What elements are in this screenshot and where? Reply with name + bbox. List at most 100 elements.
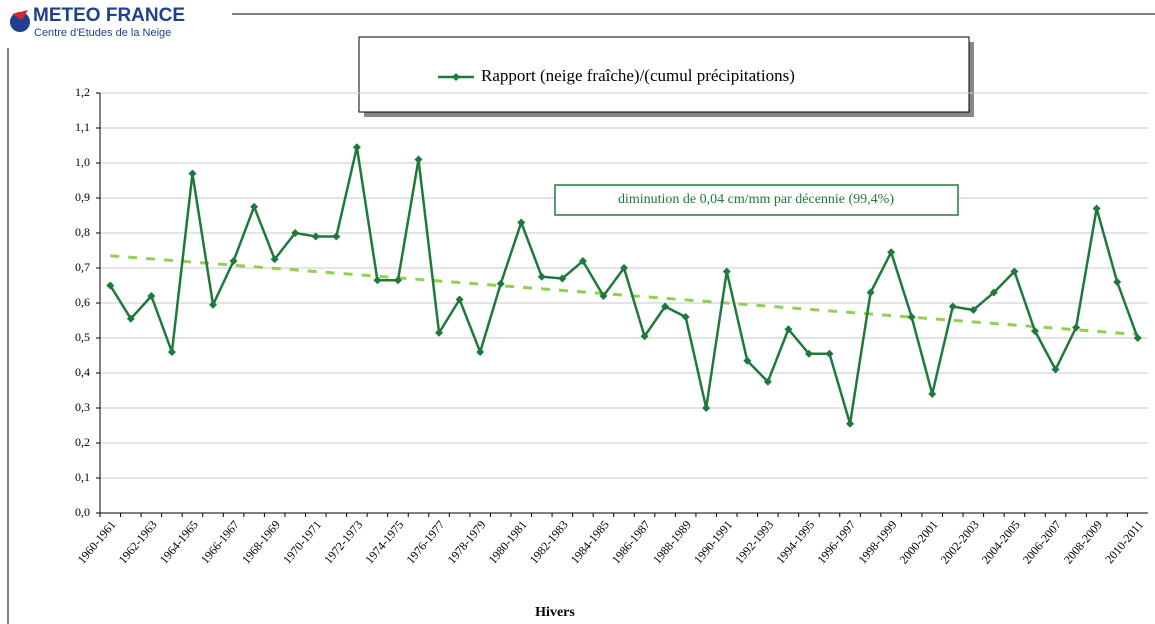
x-tick-label: 1994-1995 (773, 518, 817, 567)
marker (1092, 204, 1101, 213)
marker (1010, 267, 1019, 276)
x-tick-label: 2010-2011 (1102, 518, 1146, 566)
marker (496, 279, 505, 288)
marker (352, 143, 361, 152)
y-tick-label: 1,1 (75, 120, 90, 134)
x-tick-label: 1968-1969 (239, 518, 283, 567)
y-tick-label: 0,9 (75, 190, 90, 204)
annotation-box (554, 184, 959, 216)
marker (907, 313, 916, 321)
x-tick-label: 1990-1991 (691, 518, 735, 567)
x-tick-label: 2008-2009 (1061, 518, 1105, 567)
x-tick-label: 1964-1965 (157, 518, 201, 567)
x-tick-label: 2002-2003 (938, 518, 982, 567)
x-tick-label: 1970-1971 (280, 518, 324, 567)
x-tick-label: 1984-1985 (568, 518, 612, 567)
x-tick-label: 1980-1981 (486, 518, 530, 567)
marker (722, 267, 731, 276)
marker (537, 272, 546, 281)
brand-subtitle: Centre d'Etudes de la Neige (34, 27, 171, 39)
marker (825, 349, 834, 358)
marker (1133, 334, 1142, 342)
y-tick-label: 0,8 (75, 225, 90, 239)
marker (784, 325, 793, 334)
marker (681, 313, 690, 321)
x-tick-label: 2000-2001 (896, 518, 940, 567)
legend-marker (452, 73, 460, 81)
legend-label: Rapport (neige fraîche)/(cumul précipita… (481, 66, 795, 85)
marker (373, 276, 382, 285)
x-tick-label: 1962-1963 (116, 518, 160, 567)
x-tick-label: 1998-1999 (855, 518, 899, 567)
marker (620, 264, 628, 272)
legend (358, 36, 970, 113)
marker (126, 314, 135, 323)
marker (763, 377, 772, 386)
x-axis-label: Hivers (535, 605, 575, 620)
y-tick-label: 1,2 (75, 85, 90, 99)
marker (1030, 327, 1039, 335)
marker (846, 419, 855, 428)
x-tick-label: 1978-1979 (444, 518, 488, 567)
x-tick-label: 2006-2007 (1020, 518, 1064, 567)
marker (702, 404, 711, 412)
logo-globe (10, 12, 30, 32)
marker (332, 232, 341, 241)
marker (414, 155, 423, 164)
marker (455, 295, 464, 304)
x-tick-label: 1976-1977 (403, 518, 447, 567)
marker (435, 328, 444, 337)
y-tick-label: 0,5 (75, 330, 90, 344)
marker (393, 276, 402, 285)
marker (804, 349, 813, 358)
x-tick-label: 1960-1961 (75, 518, 119, 567)
y-tick-label: 0,2 (75, 435, 90, 449)
marker (578, 257, 587, 265)
marker (517, 218, 526, 227)
marker (969, 306, 978, 314)
y-tick-label: 1,0 (75, 155, 90, 169)
y-tick-label: 0,1 (75, 470, 90, 484)
y-tick-label: 0,7 (75, 260, 90, 274)
annotation: diminution de 0,04 cm/mm par décennie (9… (618, 192, 894, 207)
marker (250, 202, 259, 211)
marker (558, 274, 567, 283)
x-tick-label: 1974-1975 (362, 518, 406, 567)
marker (147, 292, 156, 300)
y-tick-label: 0,4 (75, 365, 90, 379)
marker (866, 288, 875, 297)
x-tick-label: 1972-1973 (321, 518, 365, 567)
marker (887, 248, 896, 257)
marker (743, 356, 752, 365)
x-tick-label: 1988-1989 (650, 518, 694, 567)
x-tick-label: 1986-1987 (609, 518, 653, 567)
y-tick-label: 0,6 (75, 295, 90, 309)
marker (476, 348, 485, 356)
marker (599, 292, 608, 300)
x-tick-label: 1996-1997 (814, 518, 858, 567)
marker (270, 255, 279, 264)
marker (209, 300, 218, 309)
marker (188, 169, 197, 178)
brand: METEO FRANCE (33, 5, 185, 26)
y-tick-label: 0,0 (75, 505, 90, 519)
x-tick-label: 1966-1967 (198, 518, 242, 567)
marker (989, 288, 998, 297)
marker (311, 232, 320, 241)
marker (661, 302, 670, 311)
logo-flag (12, 10, 28, 20)
marker (1072, 323, 1081, 332)
x-tick-label: 1982-1983 (527, 518, 571, 567)
marker (1051, 365, 1060, 374)
marker (167, 348, 176, 356)
marker (948, 302, 957, 311)
marker (106, 281, 115, 290)
logo: METEO FRANCE Centre d'Etudes de la Neige (10, 5, 185, 39)
marker (291, 229, 300, 237)
marker (928, 390, 937, 398)
marker (1113, 278, 1122, 286)
y-tick-label: 0,3 (75, 400, 90, 414)
marker (640, 332, 649, 341)
marker (229, 257, 238, 265)
